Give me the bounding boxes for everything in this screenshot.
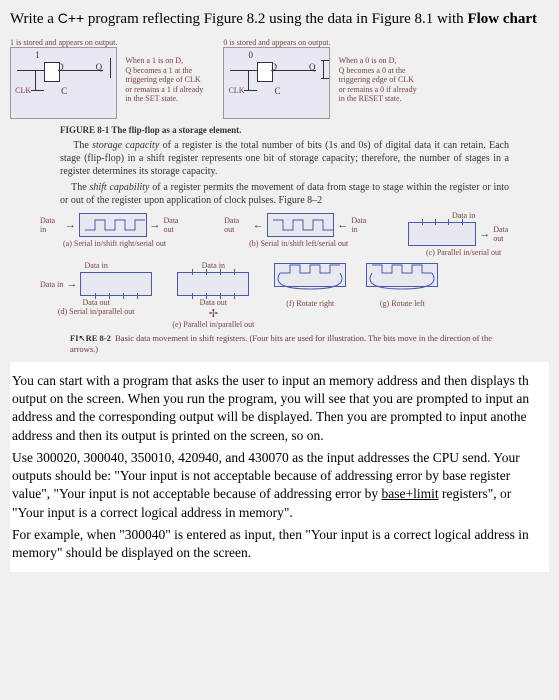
diagram-c: Data in → Data out (c) Parallel in/seria… — [408, 211, 519, 257]
wire — [230, 70, 257, 71]
title-flow: Flow chart — [467, 11, 537, 27]
title-pre: Write a — [10, 11, 58, 27]
wire — [35, 70, 36, 90]
circuit-right-text: When a 0 is on D, Q becomes a 0 at the t… — [339, 56, 434, 104]
diagram-c-box — [408, 222, 476, 246]
paragraph-1: The storage capacity of a register is th… — [60, 139, 509, 178]
circuit-left-box: 1 D Q CLK C — [10, 47, 117, 119]
q-line — [323, 60, 325, 78]
wire — [31, 90, 44, 91]
wire — [248, 70, 249, 90]
diagram-g: (g) Rotate left — [366, 261, 438, 329]
diagram-g-box — [366, 263, 438, 287]
label-zero: 0 — [248, 50, 253, 60]
circuit-left-caption: 1 is stored and appears on output. — [10, 38, 117, 47]
diagram-e: Data in Data out ✢ (e) Parallel in/paral… — [172, 261, 254, 329]
diagram-d-caption: (d) Serial in/parallel out — [58, 307, 135, 316]
circuit-right-group: 0 is stored and appears on output. 0 D Q… — [223, 38, 330, 119]
wire — [58, 70, 103, 71]
figure-8-2-caption: FI↖RE 8-2 Basic data movement in shift r… — [70, 333, 519, 354]
diagram-d-box — [80, 272, 152, 296]
main-body: You can start with a program that asks t… — [10, 362, 549, 572]
arrow-right-icon: → — [479, 228, 490, 240]
flipflop-box-r — [257, 62, 273, 82]
diagram-e-box — [177, 272, 249, 296]
title-cpp: C++ — [58, 10, 84, 26]
figure-8-2-diagrams: Data in → → Data out (a) Serial in/shift… — [40, 211, 519, 329]
diagram-row-1: Data in → → Data out (a) Serial in/shift… — [40, 211, 519, 257]
arrow-right-icon: → — [66, 278, 77, 290]
diagram-f-caption: (f) Rotate right — [286, 299, 334, 308]
page-title: Write a C++ program reflecting Figure 8.… — [10, 10, 549, 28]
body-p2: Use 300020, 300040, 350010, 420940, and … — [12, 449, 539, 522]
q-line — [110, 58, 112, 78]
diagram-f: (f) Rotate right — [274, 261, 346, 329]
body-p1: You can start with a program that asks t… — [12, 372, 539, 445]
diagram-a-caption: (a) Serial in/shift right/serial out — [63, 239, 166, 248]
label-data-in: Data in — [40, 280, 63, 289]
arrow-left-icon: ← — [253, 219, 264, 231]
label-data-in: Data in — [85, 261, 108, 270]
label-CLK-l: CLK — [15, 86, 31, 95]
body-p2-underline: base+limit — [382, 486, 439, 501]
label-data-out: Data out — [200, 298, 227, 307]
label-data-out: Data out — [493, 225, 519, 243]
label-data-out: Data out — [83, 298, 110, 307]
label-data-out: Data out — [224, 216, 250, 234]
diagram-b-box — [267, 213, 335, 237]
diagram-b: Data out ← ← Data in (b) Serial in/shift… — [224, 211, 373, 257]
arrow-left-icon: ← — [337, 219, 348, 231]
label-C-r: C — [274, 86, 280, 96]
diagram-d: Data in Data in → Data out (d) Serial in… — [40, 261, 152, 329]
label-C-l: C — [61, 86, 67, 96]
diagram-a-box — [79, 213, 147, 237]
arrow-right-icon: → — [65, 219, 76, 231]
circuit-row: 1 is stored and appears on output. 1 D Q… — [10, 38, 549, 119]
label-data-in: Data in — [40, 216, 62, 234]
wire — [244, 90, 257, 91]
title-mid: program reflecting Figure 8.2 using the … — [84, 11, 467, 27]
label-data-out: Data out — [164, 216, 190, 234]
label-CLK-r: CLK — [228, 86, 244, 95]
arrow-right-icon: → — [150, 219, 161, 231]
pointer-icon: ↖ — [79, 333, 86, 343]
arrow-cross-icon: ✢ — [209, 307, 218, 320]
wire — [271, 70, 316, 71]
fig82-text: Basic data movement in shift registers. … — [70, 333, 492, 354]
wire — [17, 70, 44, 71]
diagram-e-caption: (e) Parallel in/parallel out — [172, 320, 254, 329]
circuit-left-group: 1 is stored and appears on output. 1 D Q… — [10, 38, 117, 119]
body-p3: For example, when "300040" is entered as… — [12, 526, 539, 562]
flipflop-box-l — [44, 62, 60, 82]
diagram-g-caption: (g) Rotate left — [380, 299, 425, 308]
q-line-h2 — [321, 78, 329, 80]
circuit-right-caption: 0 is stored and appears on output. — [223, 38, 330, 47]
diagram-f-box — [274, 263, 346, 287]
circuit-right-box: 0 D Q CLK C — [223, 47, 330, 119]
diagram-a: Data in → → Data out (a) Serial in/shift… — [40, 211, 189, 257]
circuit-left-text: When a 1 is on D, Q becomes a 1 at the t… — [125, 56, 215, 104]
diagram-c-caption: (c) Parallel in/serial out — [426, 248, 501, 257]
paragraph-2: The shift capability of a register permi… — [60, 181, 509, 207]
figure-8-1-caption: FIGURE 8-1 The flip-flop as a storage el… — [60, 125, 549, 135]
label-data-in: Data in — [351, 216, 373, 234]
q-line-h1 — [321, 60, 329, 62]
label-one: 1 — [35, 50, 40, 60]
diagram-row-2: Data in Data in → Data out (d) Serial in… — [40, 261, 519, 329]
diagram-b-caption: (b) Serial in/shift left/serial out — [249, 239, 348, 248]
